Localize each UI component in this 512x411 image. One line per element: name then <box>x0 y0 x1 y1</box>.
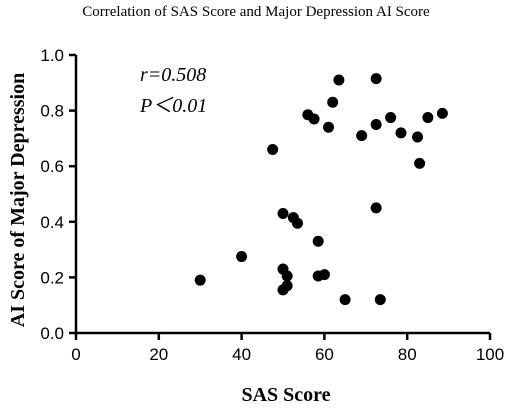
x-tick-label: 40 <box>232 345 251 364</box>
data-point <box>277 207 289 219</box>
data-point <box>267 144 279 156</box>
data-point <box>323 121 335 133</box>
y-tick-label: 0.2 <box>40 268 64 287</box>
data-point <box>339 294 351 306</box>
data-point <box>236 251 248 263</box>
axes <box>74 55 490 335</box>
data-point <box>318 269 330 281</box>
data-point <box>370 119 382 130</box>
data-points <box>194 73 448 306</box>
data-point <box>370 202 382 214</box>
y-axis-label: AI Score of Major Depression <box>7 73 29 327</box>
correlation-annotation: r=0.508 <box>140 64 207 86</box>
data-point <box>333 74 345 86</box>
y-tick-label: 0.0 <box>40 324 64 343</box>
y-tick-label: 0.6 <box>40 157 64 176</box>
data-point <box>436 107 448 119</box>
data-point <box>412 131 424 143</box>
data-point <box>395 127 407 139</box>
data-point <box>194 274 206 286</box>
data-point <box>281 280 293 292</box>
y-tick-label: 1.0 <box>40 46 64 65</box>
data-point <box>291 217 303 229</box>
data-point <box>356 130 368 142</box>
data-point <box>308 113 320 125</box>
data-point <box>414 157 426 169</box>
data-point <box>281 270 293 282</box>
data-point <box>327 96 339 108</box>
x-tick-label: 0 <box>71 345 80 364</box>
data-point <box>385 112 397 124</box>
p-value-annotation: P＜0.01 <box>140 95 208 117</box>
x-axis-label: SAS Score <box>241 384 331 406</box>
data-point <box>422 112 434 124</box>
x-tick-label: 60 <box>315 345 334 364</box>
x-tick-label: 100 <box>476 345 504 364</box>
y-axis-label-group: AI Score of Major Depression <box>7 73 29 327</box>
data-point <box>312 235 324 247</box>
chart-title: Correlation of SAS Score and Major Depre… <box>82 4 430 20</box>
data-point <box>370 73 382 85</box>
x-tick-label: 20 <box>149 345 168 364</box>
x-tick-label: 80 <box>398 345 417 364</box>
y-tick-label: 0.4 <box>40 213 64 232</box>
data-point <box>374 294 386 306</box>
ticks: 0 20 40 60 80 100 0.0 0.2 0.4 0.6 0.8 1.0 <box>40 46 504 364</box>
y-tick-label: 0.8 <box>40 102 64 121</box>
